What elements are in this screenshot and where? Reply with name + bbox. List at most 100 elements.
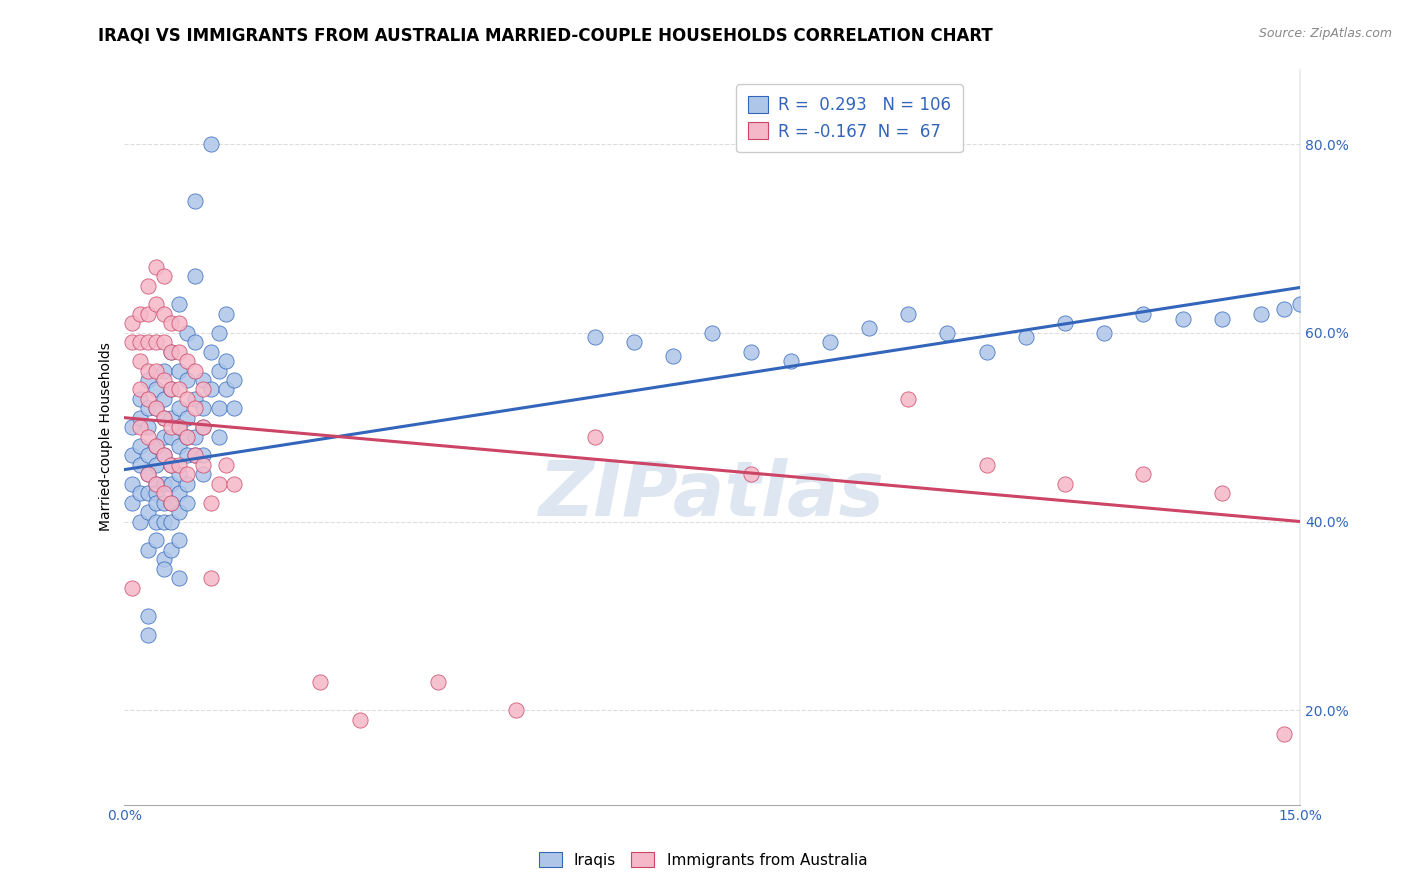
Point bbox=[145, 401, 167, 416]
Point bbox=[169, 344, 191, 359]
Point bbox=[160, 495, 183, 509]
Point bbox=[160, 383, 183, 397]
Point bbox=[505, 703, 527, 717]
Point bbox=[191, 373, 214, 387]
Point bbox=[152, 486, 174, 500]
Point bbox=[145, 439, 167, 453]
Point bbox=[1274, 727, 1296, 741]
Point bbox=[191, 449, 214, 463]
Point bbox=[152, 429, 174, 443]
Point bbox=[121, 476, 143, 491]
Point bbox=[129, 335, 152, 350]
Point bbox=[136, 467, 159, 482]
Point bbox=[145, 495, 167, 509]
Point bbox=[152, 476, 174, 491]
Point bbox=[583, 330, 606, 344]
Point bbox=[136, 628, 159, 642]
Point bbox=[191, 467, 214, 482]
Point bbox=[184, 392, 207, 406]
Point bbox=[152, 363, 174, 377]
Point bbox=[152, 410, 174, 425]
Point bbox=[169, 467, 191, 482]
Point bbox=[662, 349, 685, 363]
Point bbox=[176, 476, 198, 491]
Point bbox=[169, 297, 191, 311]
Point bbox=[129, 458, 152, 472]
Point bbox=[145, 533, 167, 548]
Point bbox=[1250, 307, 1272, 321]
Point bbox=[136, 467, 159, 482]
Point bbox=[1053, 316, 1076, 330]
Point bbox=[200, 495, 222, 509]
Point bbox=[160, 410, 183, 425]
Point bbox=[200, 383, 222, 397]
Point bbox=[1053, 476, 1076, 491]
Point bbox=[1211, 311, 1233, 326]
Point bbox=[160, 542, 183, 557]
Legend: R =  0.293   N = 106, R = -0.167  N =  67: R = 0.293 N = 106, R = -0.167 N = 67 bbox=[737, 84, 963, 153]
Point bbox=[152, 307, 174, 321]
Point bbox=[1211, 486, 1233, 500]
Point bbox=[160, 515, 183, 529]
Point bbox=[160, 316, 183, 330]
Point bbox=[176, 429, 198, 443]
Point bbox=[136, 307, 159, 321]
Text: ZIPatlas: ZIPatlas bbox=[540, 458, 886, 533]
Point bbox=[184, 449, 207, 463]
Point bbox=[1015, 330, 1038, 344]
Point bbox=[184, 269, 207, 284]
Point bbox=[152, 449, 174, 463]
Point bbox=[169, 383, 191, 397]
Point bbox=[176, 410, 198, 425]
Point bbox=[145, 476, 167, 491]
Point bbox=[176, 449, 198, 463]
Point bbox=[176, 354, 198, 368]
Point bbox=[145, 297, 167, 311]
Point bbox=[207, 401, 229, 416]
Point bbox=[184, 449, 207, 463]
Point bbox=[184, 401, 207, 416]
Point bbox=[152, 269, 174, 284]
Point bbox=[976, 344, 998, 359]
Point bbox=[176, 373, 198, 387]
Point bbox=[169, 420, 191, 434]
Point bbox=[740, 344, 762, 359]
Point bbox=[121, 335, 143, 350]
Point bbox=[121, 316, 143, 330]
Point bbox=[152, 410, 174, 425]
Point bbox=[136, 335, 159, 350]
Point bbox=[152, 392, 174, 406]
Point bbox=[191, 420, 214, 434]
Point bbox=[129, 515, 152, 529]
Point bbox=[176, 392, 198, 406]
Point bbox=[160, 458, 183, 472]
Point bbox=[136, 542, 159, 557]
Point bbox=[176, 429, 198, 443]
Point bbox=[145, 439, 167, 453]
Point bbox=[200, 136, 222, 151]
Legend: Iraqis, Immigrants from Australia: Iraqis, Immigrants from Australia bbox=[531, 844, 875, 875]
Point bbox=[129, 354, 152, 368]
Point bbox=[160, 344, 183, 359]
Point bbox=[936, 326, 959, 340]
Point bbox=[129, 486, 152, 500]
Point bbox=[136, 401, 159, 416]
Point bbox=[184, 335, 207, 350]
Point bbox=[976, 458, 998, 472]
Point bbox=[224, 401, 246, 416]
Point bbox=[152, 562, 174, 576]
Point bbox=[145, 363, 167, 377]
Point bbox=[129, 383, 152, 397]
Point bbox=[1132, 467, 1154, 482]
Point bbox=[121, 449, 143, 463]
Point bbox=[152, 495, 174, 509]
Point bbox=[145, 458, 167, 472]
Point bbox=[215, 458, 238, 472]
Point bbox=[169, 420, 191, 434]
Point bbox=[136, 420, 159, 434]
Point bbox=[160, 458, 183, 472]
Point bbox=[136, 449, 159, 463]
Point bbox=[176, 326, 198, 340]
Point bbox=[623, 335, 645, 350]
Point bbox=[160, 429, 183, 443]
